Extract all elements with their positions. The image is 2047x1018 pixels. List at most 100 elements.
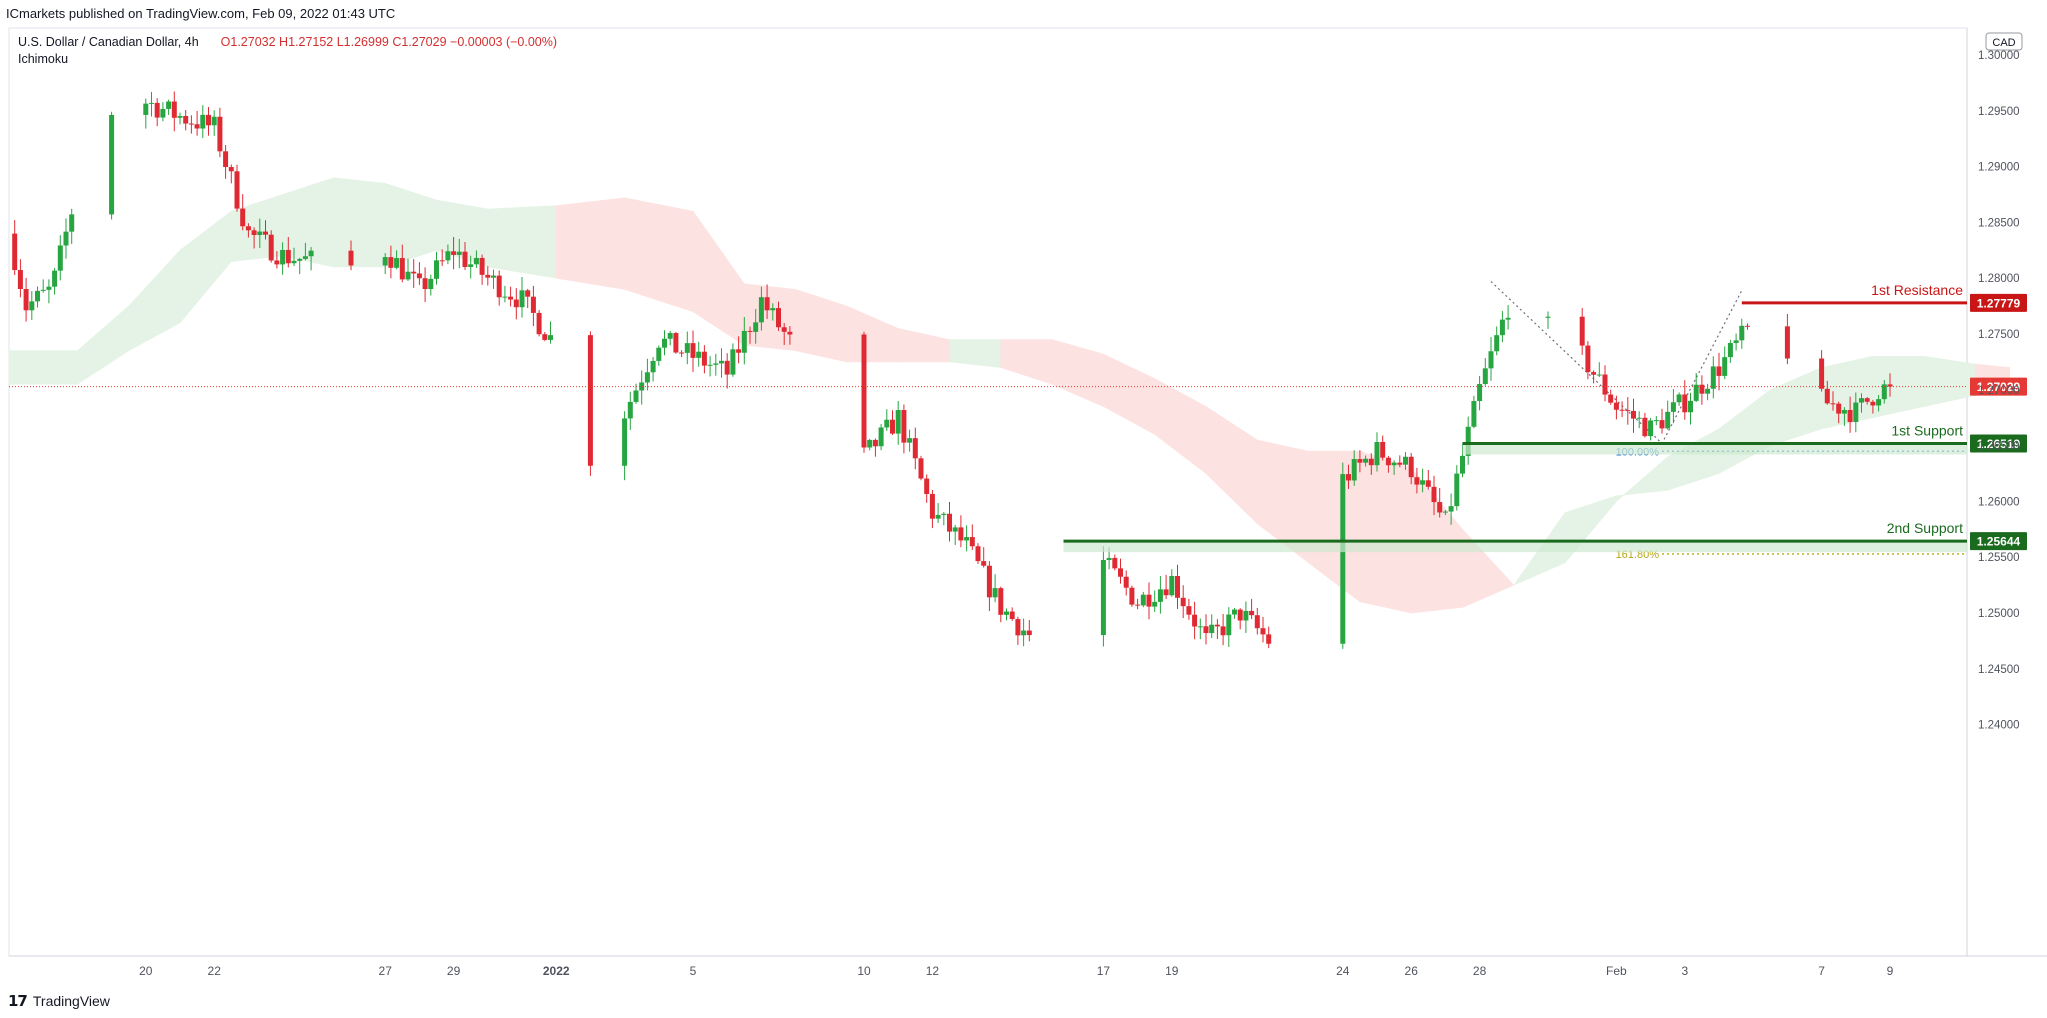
candle-26 [160,102,166,122]
candle-250 [1437,488,1443,518]
candle-body [1488,351,1494,369]
candle-282 [1619,401,1625,418]
candle-242 [1391,460,1397,475]
candle-120 [696,341,702,367]
candle-134 [776,301,781,331]
candle-71 [416,262,422,285]
candle-219 [1260,617,1266,643]
candle-body [1180,597,1186,607]
candle-body [473,257,479,265]
candle-125 [724,353,730,389]
candle-240 [1380,435,1386,461]
candle-body [986,565,992,598]
candlestick-series [12,91,1893,649]
candle-296 [1699,375,1705,405]
candle-74 [434,251,439,285]
candle-body [1733,340,1739,344]
candle-body [1876,399,1882,406]
candle-body [1100,559,1106,636]
candle-body [1602,374,1608,395]
candle-body [758,297,764,323]
candle-body [890,419,895,434]
candle-161 [929,489,935,529]
y-tick-label-10: 1.25000 [1978,608,2020,620]
candle-body [1887,384,1893,387]
x-tick-label-15: 7 [1818,964,1825,978]
candle-body [662,338,667,348]
candle-10 [69,208,75,244]
candle-109 [633,383,639,404]
candle-body [924,478,930,494]
candle-200 [1152,590,1158,613]
candle-body [1152,601,1158,607]
candle-9 [63,218,69,259]
candle-body [1146,594,1152,607]
candle-327 [1876,395,1882,412]
candle-body [502,296,508,298]
candle-320 [1836,401,1842,424]
candle-body [1340,474,1346,644]
candle-body [935,514,941,519]
candle-body [29,301,35,311]
candle-body [63,231,69,246]
candle-153 [884,409,890,431]
candle-173 [998,586,1004,623]
candle-51 [302,242,308,261]
candle-body [348,250,354,266]
candle-108 [627,391,633,430]
candle-body [878,427,884,447]
candle-159 [918,455,924,481]
candle-302 [1733,333,1739,351]
candle-114 [662,330,667,356]
indicator-legend[interactable]: Ichimoku [18,52,69,66]
candle-body [519,290,525,308]
candle-body [1106,557,1112,560]
candle-body [1841,409,1847,414]
candle-body [1642,417,1648,437]
candle-body [46,286,52,290]
candle-289 [1659,408,1665,434]
candle-body [479,257,485,275]
candle-body [399,258,405,280]
symbol-legend[interactable]: U.S. Dollar / Canadian Dollar, 4h O1.2703… [18,35,557,49]
tradingview-logo[interactable]: 𝟭𝟳 TradingView [8,992,110,1010]
current-price-tag [1970,377,2027,396]
candle-82 [479,254,485,285]
candle-288 [1653,416,1659,426]
candle-body [730,349,736,375]
candle-body [405,271,411,280]
candle-body [1613,402,1619,410]
candle-body [587,335,593,466]
candle-41 [245,223,251,238]
candle-319 [1830,391,1836,411]
candle-body [211,116,217,126]
candle-208 [1197,618,1203,640]
candle-68 [399,244,405,283]
candle-253 [1454,465,1460,511]
candle-86 [502,285,508,303]
candle-165 [952,524,958,546]
candle-162 [935,502,941,523]
candle-49 [291,247,297,266]
candle-body [1123,576,1129,588]
candle-170 [981,547,987,568]
candle-169 [975,543,981,564]
candle-50 [297,257,303,275]
candle-body [684,343,690,353]
candle-body [753,322,759,332]
candle-281 [1613,395,1619,420]
level-price-tag-0 [1970,293,2027,312]
candle-38 [228,164,234,184]
candle-88 [513,288,519,320]
candle-body [422,278,428,290]
candle-110 [639,370,645,405]
candle-body [1380,441,1386,458]
candle-body [1499,319,1505,336]
candle-body [166,101,172,109]
currency-badge: CAD [1985,32,2023,51]
candle-body [1425,480,1431,487]
candle-body [679,352,685,354]
candle-2 [23,277,29,322]
candle-328 [1881,379,1887,404]
